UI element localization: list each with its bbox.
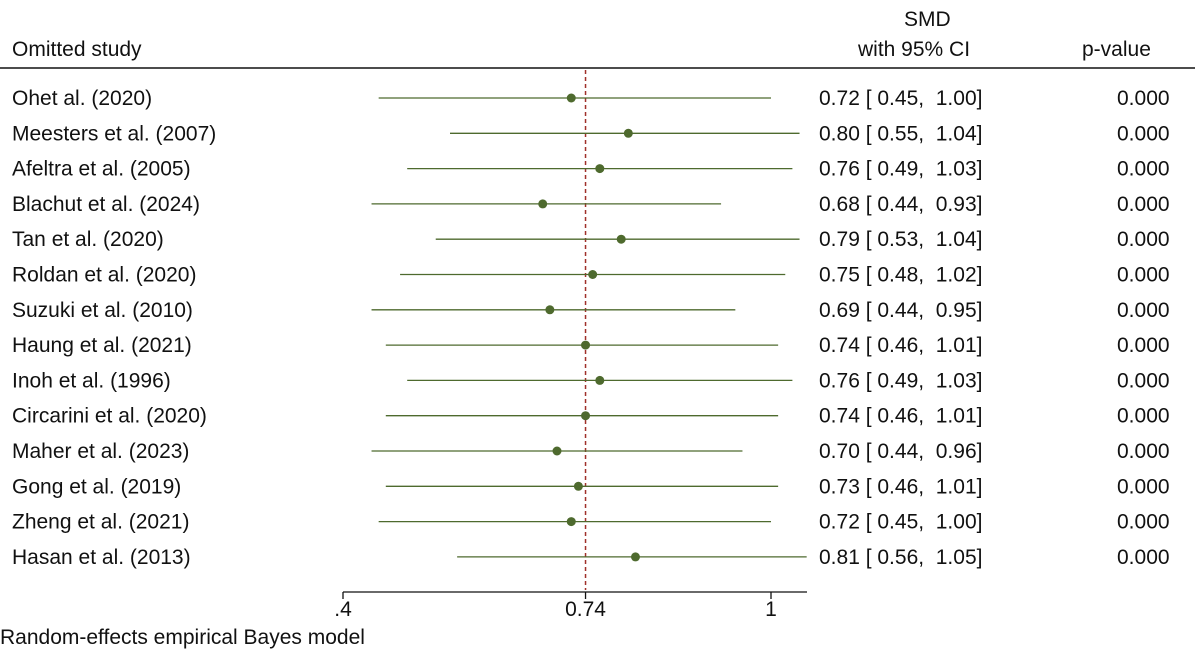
p-value: 0.000 (1117, 193, 1170, 216)
ci-text: 0.70 [ 0.44, 0.96] (819, 440, 982, 463)
p-value: 0.000 (1117, 511, 1170, 534)
study-label: Maher et al. (2023) (12, 440, 189, 463)
ci-text: 0.76 [ 0.49, 1.03] (819, 158, 982, 181)
model-note: Random-effects empirical Bayes model (0, 626, 365, 649)
p-value: 0.000 (1117, 228, 1170, 251)
point-estimate (566, 93, 576, 103)
study-label: Ohet al. (2020) (12, 87, 152, 110)
point-estimate (623, 128, 633, 138)
p-value: 0.000 (1117, 440, 1170, 463)
study-label: Zheng et al. (2021) (12, 511, 189, 534)
study-column-header: Omitted study (12, 38, 142, 61)
point-estimate (588, 270, 598, 279)
pvalue-column-header: p-value (1082, 38, 1151, 61)
study-label: Haung et al. (2021) (12, 334, 192, 357)
x-tick-label: 1 (765, 598, 777, 621)
study-label: Circarini et al. (2020) (12, 405, 207, 428)
p-value: 0.000 (1117, 405, 1170, 428)
ci-text: 0.74 [ 0.46, 1.01] (819, 405, 982, 428)
ci-text: 0.76 [ 0.49, 1.03] (819, 369, 982, 392)
study-label: Meesters et al. (2007) (12, 122, 216, 145)
p-value: 0.000 (1117, 299, 1170, 322)
ci-text: 0.73 [ 0.46, 1.01] (819, 475, 982, 498)
point-estimate (595, 164, 605, 174)
p-value: 0.000 (1117, 122, 1170, 145)
point-estimate (581, 411, 591, 421)
point-estimate (538, 199, 548, 209)
point-estimate (616, 234, 626, 244)
smd-header-line1: SMD (904, 8, 951, 31)
study-label: Suzuki et al. (2010) (12, 299, 193, 322)
study-label: Blachut et al. (2024) (12, 193, 200, 216)
ci-text: 0.75 [ 0.48, 1.02] (819, 264, 982, 287)
p-value: 0.000 (1117, 264, 1170, 287)
point-estimate (566, 517, 576, 527)
study-label: Hasan et al. (2013) (12, 546, 191, 569)
p-value: 0.000 (1117, 475, 1170, 498)
p-value: 0.000 (1117, 334, 1170, 357)
study-label: Inoh et al. (1996) (12, 369, 171, 392)
study-label: Gong et al. (2019) (12, 475, 181, 498)
ci-text: 0.72 [ 0.45, 1.00] (819, 87, 982, 110)
study-label: Tan et al. (2020) (12, 228, 164, 251)
p-value: 0.000 (1117, 87, 1170, 110)
ci-text: 0.68 [ 0.44, 0.93] (819, 193, 982, 216)
ci-text: 0.72 [ 0.45, 1.00] (819, 511, 982, 534)
smd-header-line2: with 95% CI (858, 38, 971, 61)
ci-text: 0.79 [ 0.53, 1.04] (819, 228, 982, 251)
ci-text: 0.74 [ 0.46, 1.01] (819, 334, 982, 357)
p-value: 0.000 (1117, 158, 1170, 181)
point-estimate (573, 481, 583, 491)
point-estimate (545, 305, 555, 315)
point-estimate (552, 446, 562, 456)
ci-text: 0.80 [ 0.55, 1.04] (819, 122, 982, 145)
study-label: Afeltra et al. (2005) (12, 158, 191, 181)
point-estimate (630, 552, 640, 562)
ci-text: 0.81 [ 0.56, 1.05] (819, 546, 982, 569)
p-value: 0.000 (1117, 369, 1170, 392)
study-label: Roldan et al. (2020) (12, 264, 196, 287)
x-tick-label: .4 (334, 598, 352, 621)
p-value: 0.000 (1117, 546, 1170, 569)
point-estimate (595, 375, 605, 385)
x-tick-label: 0.74 (565, 598, 606, 621)
ci-text: 0.69 [ 0.44, 0.95] (819, 299, 982, 322)
point-estimate (581, 340, 591, 350)
